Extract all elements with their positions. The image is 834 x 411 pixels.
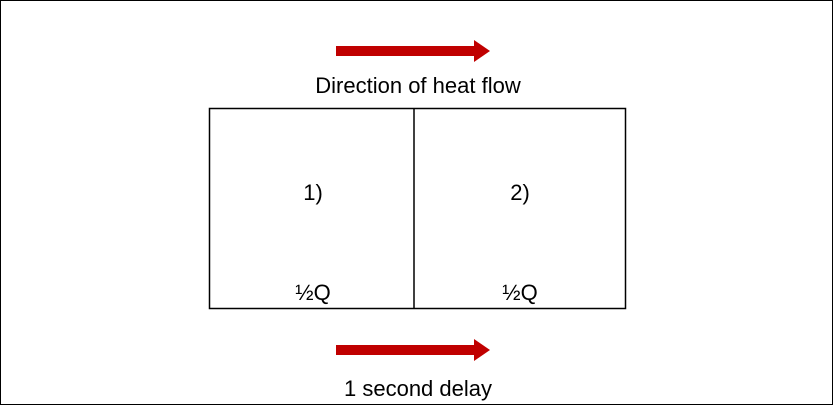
top-label: Direction of heat flow [315, 73, 521, 98]
box-content: ½Q [295, 280, 330, 305]
box-label: 1) [303, 180, 323, 205]
bottom-label: 1 second delay [344, 376, 492, 401]
box-content: ½Q [502, 280, 537, 305]
container [208, 107, 627, 310]
top-arrow [336, 40, 490, 62]
bottom-arrow [336, 339, 490, 361]
box-label: 2) [510, 180, 530, 205]
